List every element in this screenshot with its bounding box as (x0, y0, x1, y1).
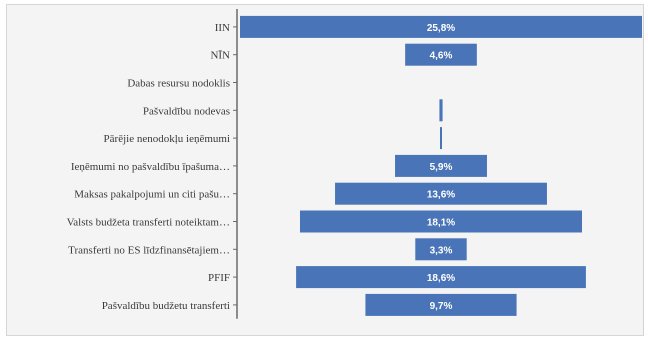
category-label: IIN (215, 22, 230, 34)
category-label: Maksas pakalpojumi un citi pašu… (74, 189, 230, 201)
bar (296, 266, 586, 289)
category-label: Ieņēmumi no pašvaldību īpašuma… (71, 161, 230, 173)
category-label: PFIF (208, 272, 230, 284)
value-label: 25,8% (427, 23, 455, 34)
bar (240, 15, 642, 38)
value-label: 4,6% (430, 51, 453, 62)
bar (365, 293, 517, 316)
bar (405, 43, 477, 66)
category-label: Transferti no ES līdzfinansētajiem… (68, 244, 230, 256)
category-label: Pašvaldību nodevas (143, 105, 230, 117)
category-label: Pārējie nenodokļu ieņēmumi (104, 133, 230, 145)
bar (440, 127, 442, 150)
value-label: 13,6% (427, 190, 455, 201)
category-label: Valsts budžeta transferti noteiktam… (67, 217, 230, 229)
chart-frame: IIN 25,8% NĪN 4,6% Dabas resursu nodoklis Paš… (6, 4, 644, 336)
bar (335, 182, 547, 205)
bar (395, 154, 487, 177)
value-label: 5,9% (430, 162, 453, 173)
value-label: 9,7% (430, 301, 453, 312)
category-label: NĪN (210, 50, 230, 62)
value-label: 18,6% (427, 273, 455, 284)
bar (299, 210, 583, 233)
value-label: 3,3% (430, 245, 453, 256)
revenue-share-funnel-chart: IIN 25,8% NĪN 4,6% Dabas resursu nodoklis Paš… (67, 9, 642, 319)
bar (439, 99, 443, 122)
category-label: Dabas resursu nodoklis (127, 78, 230, 90)
category-label: Pašvaldību budžetu transferti (102, 300, 230, 312)
bar (415, 238, 467, 261)
value-label: 18,1% (427, 218, 455, 229)
